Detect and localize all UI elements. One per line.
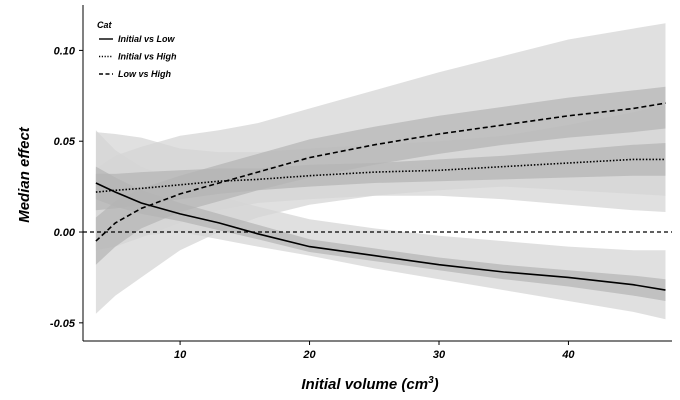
line-low-vs-high: [95, 102, 666, 242]
y-axis-title: Median effect: [16, 126, 33, 223]
legend-label-low-vs-high: Low vs High: [118, 69, 172, 79]
y-tick-label: 0.10: [54, 45, 76, 57]
x-tick-label: 20: [302, 349, 316, 361]
band-inner-low-vs-high: [95, 86, 666, 265]
confidence-bands-inner: [95, 86, 666, 301]
legend-label-initial-vs-low: Initial vs Low: [118, 34, 176, 44]
line-initial-vs-low: [95, 182, 666, 291]
y-tick-label: -0.05: [50, 318, 76, 330]
x-tick-label: 30: [433, 349, 446, 361]
series-lines: [95, 102, 666, 291]
y-tick-label: 0.05: [54, 136, 76, 148]
legend-label-initial-vs-high: Initial vs High: [118, 52, 177, 62]
x-tick-label: 10: [174, 349, 187, 361]
legend-items: Initial vs Low Initial vs High Low vs High: [99, 34, 177, 79]
band-inner-initial-vs-low: [95, 166, 666, 301]
x-axis-ticks: 10 20 30 40: [174, 341, 575, 361]
legend: Cat Initial vs Low Initial vs High Low vs …: [97, 20, 177, 79]
y-axis-ticks: -0.05 0.00 0.05 0.10: [50, 45, 83, 330]
band-inner-initial-vs-high: [95, 143, 666, 211]
y-tick-label: 0.00: [54, 227, 76, 239]
x-tick-label: 40: [561, 349, 575, 361]
x-axis-title: Initial volume (cm3): [301, 375, 438, 393]
legend-title: Cat: [97, 20, 113, 30]
